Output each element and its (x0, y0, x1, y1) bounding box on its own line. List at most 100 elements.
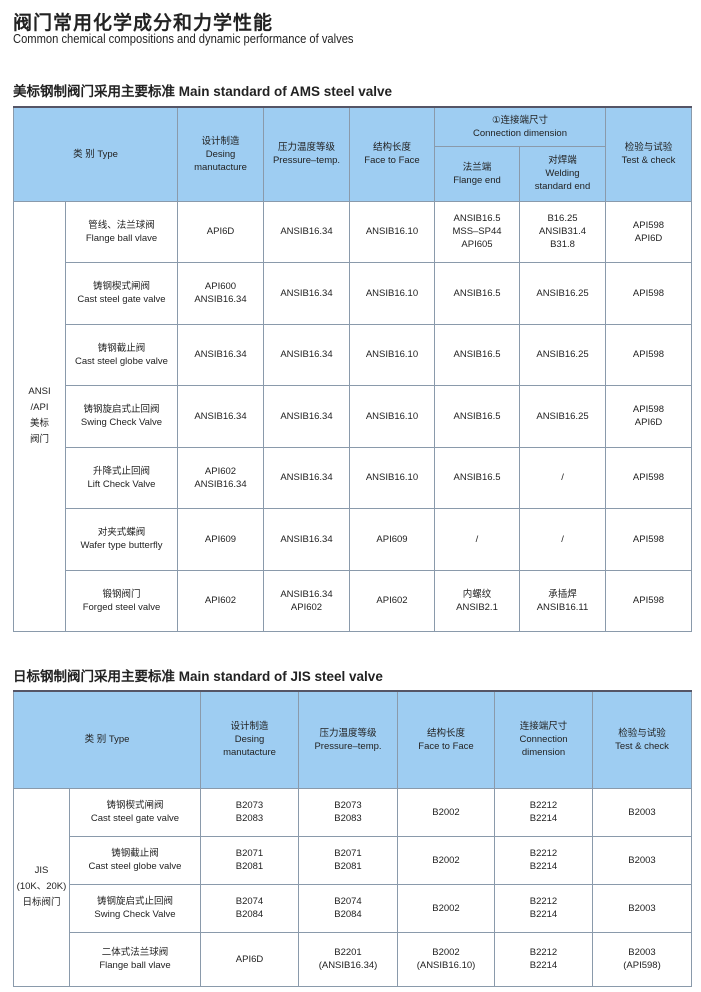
cell-line: B2074 (334, 896, 362, 907)
cell-line: 铸钢楔式闸阀 (106, 800, 164, 811)
cell-test: API598 (605, 262, 693, 325)
group-label: ANSI/API 美标 阀门 (13, 200, 66, 632)
header-face: 结构长度 Face to Face (349, 106, 435, 202)
cell-line: ANSIB16.25 (536, 410, 589, 422)
cell-design: API602 (177, 569, 264, 632)
cell-welding: / (518, 446, 607, 509)
cell-type: 二体式法兰球阀 Flange ball vlave (69, 931, 201, 987)
cell-line: B2003 (628, 806, 656, 818)
table-row: ANSI/API 美标 阀门 管线、法兰球阀 Flange ball vlave API6… (13, 200, 693, 632)
table-row: 锻钢阀门 Forged steel valve API602 ANSIB16.34 AP… (14, 569, 693, 632)
cell-test: API598 (605, 508, 693, 571)
cell-line: MSS–SP44 (452, 226, 502, 238)
cell-type: 管线、法兰球阀 Flange ball vlave (65, 200, 178, 263)
cell-line: ANSIB16.34 (280, 533, 333, 545)
cell-line: ANSI (28, 386, 51, 398)
cell-line: B2003 (628, 902, 656, 914)
cell-line: B2003 (628, 854, 656, 866)
cell-line: Swing Check Valve (94, 909, 176, 920)
cell-line: B2002 (432, 947, 460, 958)
cell-line: B2214 (529, 813, 558, 824)
cell-line: Face to Face (364, 155, 420, 167)
cell-design: ANSIB16.34 (177, 323, 264, 386)
cell-type: 铸钢旋启式止回阀 Swing Check Valve (65, 385, 178, 448)
cell-line: B2074 (235, 896, 264, 907)
cell-type: 铸钢楔式闸阀 Cast steel gate valve (69, 787, 201, 837)
cell-line: Test & check (621, 155, 676, 167)
cell-test: B2003 (592, 787, 692, 837)
cell-line: B2083 (235, 813, 264, 824)
cell-line: B2212 (529, 947, 558, 958)
cell-line: 法兰端 (462, 161, 492, 173)
cell-line: ANSIB16.10 (365, 226, 419, 238)
cell-pressure: B2073 B2083 (298, 787, 398, 837)
cell-face: B2002 (397, 835, 495, 885)
cell-line: B2212 (529, 848, 558, 859)
cell-test: API598 (605, 569, 693, 632)
cell-connection: B2212 B2214 (494, 835, 593, 885)
table-row: JIS (10K、20K) 日标阀门 铸钢楔式闸阀 Cast steel gate va… (13, 787, 692, 987)
cell-line: 铸钢旋启式止回阀 (96, 896, 173, 907)
cell-type: 升降式止回阀 Lift Check Valve (65, 446, 178, 509)
cell-line: B2214 (529, 909, 558, 920)
cell-line: API598 (632, 349, 665, 361)
cell-test: B2003 (API598) (592, 931, 692, 987)
cell-test: B2003 (592, 883, 692, 933)
cell-design: API6D (200, 931, 299, 987)
cell-line: 铸钢截止阀 (97, 342, 146, 354)
cell-line: Swing Check Valve (80, 417, 163, 429)
cell-line: API609 (204, 533, 237, 545)
cell-line: API6D (235, 953, 264, 965)
jis-heading: 日标钢制阀门采用主要标准 Main standard of JIS steel … (13, 669, 383, 684)
cell-line: B2002 (432, 854, 460, 866)
page-subtitle: Common chemical compositions and dynamic… (13, 31, 354, 46)
cell-line: ANSIB16.5 (453, 287, 501, 299)
cell-line: Flange ball vlave (99, 960, 171, 971)
cell-line: 压力温度等级 (319, 727, 377, 739)
cell-line: ANSIB16.34 (280, 588, 333, 600)
cell-line: ANSIB16.25 (536, 349, 589, 361)
cell-line: 结构长度 (426, 727, 465, 739)
cell-type: 铸钢旋启式止回阀 Swing Check Valve (69, 883, 201, 933)
cell-line: API602 (290, 601, 323, 613)
cell-line: Lift Check Valve (87, 478, 156, 490)
cell-line: 铸钢截止阀 (111, 848, 159, 859)
cell-line: B2214 (529, 960, 558, 971)
header-test: 检验与试验 Test & check (605, 106, 693, 202)
table-row: 铸钢旋启式止回阀 Swing Check Valve B2074 B2084 B2074… (14, 883, 692, 933)
cell-line: API598 (632, 404, 665, 416)
cell-line: Welding (545, 168, 580, 179)
cell-design: API609 (177, 508, 264, 571)
cell-line: ANSIB16.5 (453, 410, 501, 422)
cell-line: API605 (461, 239, 493, 251)
cell-line: ANSIB31.4 (539, 226, 586, 238)
cell-line: 铸钢旋启式止回阀 (83, 404, 160, 416)
table-row: 二体式法兰球阀 Flange ball vlave API6D B2201 (ANSIB… (14, 931, 692, 987)
cell-line: API609 (376, 533, 408, 545)
cell-line: / (561, 472, 564, 484)
cell-line: Face to Face (418, 740, 474, 752)
cell-line: B2071 (334, 848, 362, 859)
cell-line: API600 (204, 281, 237, 293)
cell-line: (API598) (623, 960, 661, 971)
cell-line: manutacture (194, 161, 247, 173)
cell-test: B2003 (592, 835, 692, 885)
cell-line: API598 (632, 472, 665, 484)
cell-line: (ANSIB16.34) (318, 960, 378, 971)
cell-line: ANSIB16.34 (194, 294, 247, 306)
cell-pressure: ANSIB16.34 (263, 323, 350, 386)
cell-pressure: ANSIB16.34 (263, 262, 350, 325)
cell-line: / (561, 533, 564, 545)
cell-line: ANSIB16.10 (365, 472, 419, 484)
cell-line: Connection (519, 734, 568, 746)
cell-line: API602 (376, 595, 408, 607)
header-type: 类 别 Type (13, 106, 178, 202)
cell-line: 美标 (29, 418, 49, 430)
cell-pressure: B2071 B2081 (298, 835, 398, 885)
cell-design: API602 ANSIB16.34 (177, 446, 264, 509)
cell-design: B2074 B2084 (200, 883, 299, 933)
ams-standard-table: 类 别 Type 设计制造 Desing manutacture 压力温度等级 Pre… (13, 106, 693, 632)
cell-face: ANSIB16.10 (349, 385, 435, 448)
cell-line: 检验与试验 (624, 142, 673, 154)
cell-line: 设计制造 (230, 721, 269, 733)
